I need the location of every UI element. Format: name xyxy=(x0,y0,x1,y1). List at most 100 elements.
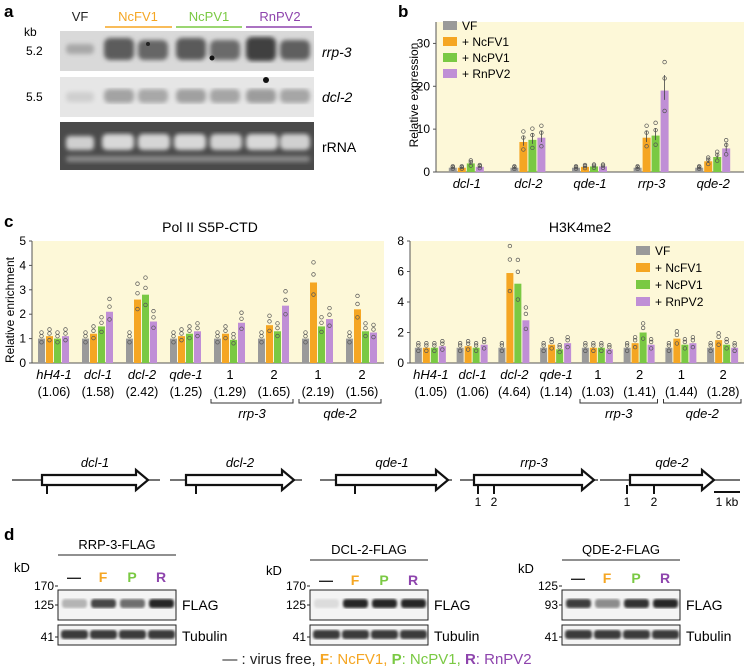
bar xyxy=(681,344,689,363)
sample-dot xyxy=(327,323,332,328)
lane-label: F xyxy=(603,570,612,586)
bar xyxy=(572,167,580,172)
scale-label: 1 kb xyxy=(716,495,739,509)
sample-dot xyxy=(83,330,88,335)
sample-dot xyxy=(327,305,332,311)
gene-arrow xyxy=(334,467,450,493)
bar xyxy=(274,331,281,363)
category-label: dcl-1 xyxy=(453,176,481,191)
gene-map: dcl-1 dcl-2 qde-1 rrp-3 qde-21 2 1 2 1 kb xyxy=(12,455,740,509)
sample-dot xyxy=(607,343,612,348)
bar xyxy=(150,321,157,363)
gene-arrow xyxy=(472,467,596,493)
sample-dot xyxy=(215,330,220,335)
chart-c-right: 0 2 4 6 8 hH4-1 (1.05) dcl-1 (1.06) dcl-2 (4.64) qd… xyxy=(397,234,744,421)
sample-dot xyxy=(223,328,228,333)
bar xyxy=(510,167,519,172)
sample-dot xyxy=(187,335,192,341)
bar xyxy=(660,90,669,172)
blot-band xyxy=(653,599,678,608)
bar xyxy=(464,346,472,363)
sample-dot xyxy=(724,346,729,351)
sample-dot xyxy=(416,341,421,346)
sample-dot xyxy=(523,311,529,317)
sample-dot xyxy=(355,293,360,299)
bar xyxy=(581,347,589,363)
bar xyxy=(590,166,598,172)
gene-arrow xyxy=(184,467,296,493)
sample-dot xyxy=(539,144,544,149)
sample-dot xyxy=(347,340,352,345)
sample-dot xyxy=(599,343,604,348)
sample-dot xyxy=(591,348,596,353)
bar xyxy=(689,343,697,363)
blot-band xyxy=(120,599,145,608)
sample-dot xyxy=(653,120,658,125)
sample-dot xyxy=(521,129,526,134)
sample-dot xyxy=(267,328,272,334)
gene-rrp-3: rrp-3 xyxy=(460,455,598,494)
western-dcl-2-flag: DCL-2-FLAG kD — F P R FLAG 170 125 Tubulin 41 xyxy=(266,542,479,646)
gene-qde-2: qde-2 xyxy=(600,455,740,494)
sample-dot xyxy=(171,340,176,345)
sample-dot xyxy=(151,325,156,330)
sample-dot xyxy=(459,164,464,169)
bar xyxy=(519,142,528,172)
bar xyxy=(38,338,45,363)
rrna-gel xyxy=(60,122,314,170)
sample-dot xyxy=(267,313,272,318)
sample-dot xyxy=(507,288,513,294)
sample-dot xyxy=(319,320,324,325)
bar xyxy=(623,347,631,363)
legend-label: + NcFV1 xyxy=(462,35,509,49)
blot-band xyxy=(594,630,621,639)
sample-dot xyxy=(39,340,44,345)
bar xyxy=(665,347,673,363)
bar xyxy=(222,333,229,363)
sample-dot xyxy=(591,341,596,346)
group-label: rrp-3 xyxy=(605,406,633,421)
y-tick-label: 4 xyxy=(397,295,404,309)
category-label: 1 xyxy=(314,367,321,382)
category-label: qde-2 xyxy=(697,176,731,191)
sample-dot xyxy=(624,348,630,353)
sample-dot xyxy=(416,348,421,353)
y-tick-label: 8 xyxy=(397,234,404,248)
sample-dot xyxy=(582,162,588,168)
y-tick-label: 0 xyxy=(423,165,430,179)
marker-label: 41 xyxy=(545,630,559,644)
blot-band-label: Tubulin xyxy=(434,628,479,644)
sample-dot xyxy=(107,317,112,322)
y-tick-label: 5 xyxy=(19,234,26,248)
sample-dot xyxy=(732,341,737,346)
sample-dot xyxy=(275,321,280,326)
lane-label: F xyxy=(351,572,360,588)
bar xyxy=(642,137,651,172)
sample-dot xyxy=(640,336,646,341)
sample-dot xyxy=(715,158,720,163)
sample-dot xyxy=(632,335,638,340)
blot-band xyxy=(566,599,591,608)
ratio-label: (1.25) xyxy=(170,385,203,399)
sample-dot xyxy=(187,328,192,333)
bar xyxy=(597,347,605,363)
sample-dot xyxy=(640,325,646,331)
blot-band xyxy=(372,599,397,608)
sample-dot xyxy=(275,333,280,339)
sample-dot xyxy=(515,269,521,274)
legend-swatch xyxy=(443,37,457,46)
sample-dot xyxy=(674,341,680,346)
category-label: qde-1 xyxy=(169,367,202,382)
chart-b-ylabel: Relative expression xyxy=(407,43,421,148)
sample-dot xyxy=(311,260,316,265)
sample-dot xyxy=(624,343,630,348)
y-tick-label: 0 xyxy=(397,356,404,370)
sample-dot xyxy=(690,335,696,340)
sample-dot xyxy=(259,330,264,335)
sample-dot xyxy=(666,343,672,348)
gene-label: dcl-1 xyxy=(81,455,109,470)
sample-dot xyxy=(450,166,455,171)
gene-label: qde-1 xyxy=(375,455,408,470)
legend-swatch xyxy=(636,263,650,272)
legend-swatch xyxy=(636,280,650,289)
